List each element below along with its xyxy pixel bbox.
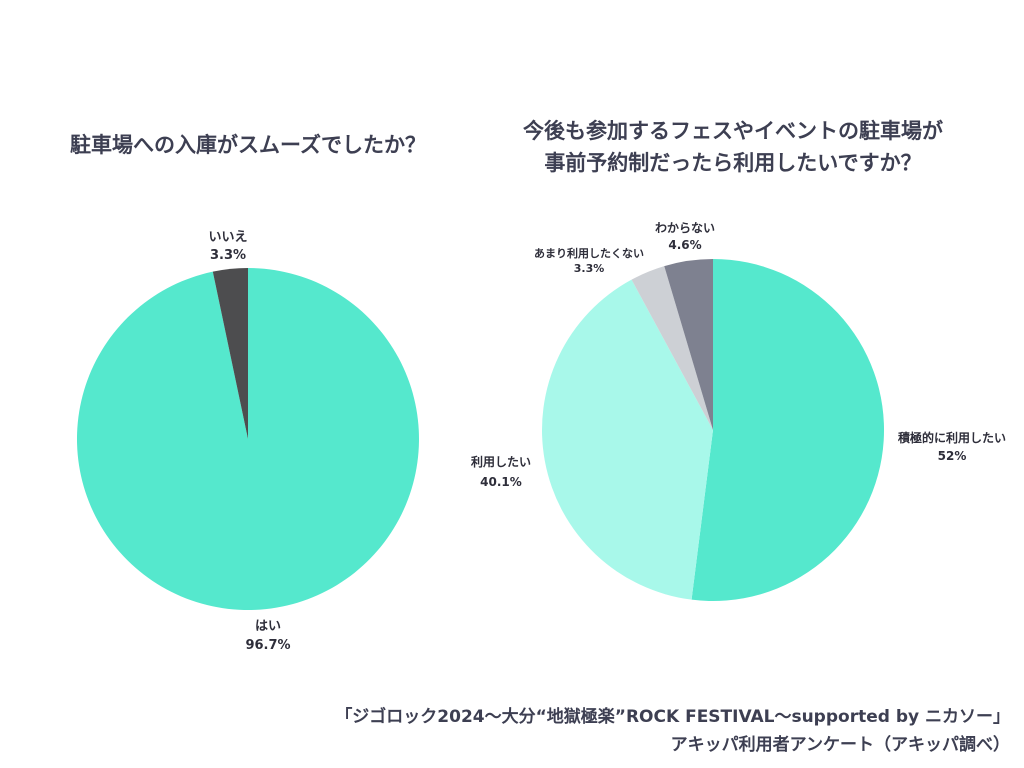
pie-2-slice-1-label: 積極的に利用したい [897, 430, 1006, 445]
pie-1-slice-1-value: 96.7% [245, 638, 290, 653]
chart-title-left: 駐車場への入庫がスムーズでしたか？ [70, 133, 426, 157]
chart-title-right: 今後も参加するフェスやイベントの駐車場が 事前予約制だったら利用したいですか？ [476, 115, 990, 179]
pie-2-slice-3-value: 3.3% [574, 262, 605, 275]
chart-title-right-line-2: 事前予約制だったら利用したいですか？ [544, 151, 922, 175]
pie-1-slice-1 [76, 268, 419, 610]
pie-2-slice-1-value: 52% [938, 449, 967, 463]
pie-1-slice-1-label: はい [255, 619, 281, 634]
pie-2-slice-2 [542, 279, 713, 600]
pie-1-slice-2-value: 3.3% [210, 248, 246, 263]
pie-2-slice-3 [631, 266, 713, 430]
chart-title-right-line-1: 今後も参加するフェスやイベントの駐車場が [523, 119, 943, 143]
pie-2-slice-2-value: 40.1% [480, 475, 522, 489]
pie-2-slice-3-label: あまり利用したくない [534, 246, 644, 260]
pie-1-slice-2-label: いいえ [208, 230, 247, 245]
source-note: 「ジゴロック2024〜大分“地獄極楽”ROCK FESTIVAL〜support… [335, 707, 1010, 727]
pie-2-slice-4-value: 4.6% [668, 238, 701, 252]
pie-2-slice-4 [664, 259, 713, 430]
pie-1-slice-2 [212, 268, 248, 439]
pie-2-slice-1 [691, 259, 885, 601]
pie-2-slice-4-label: わからない [655, 221, 715, 235]
pie-2-slice-2-label: 利用したい [471, 454, 531, 469]
source-note-2: アキッパ利用者アンケート（アキッパ調べ） [670, 735, 1010, 755]
